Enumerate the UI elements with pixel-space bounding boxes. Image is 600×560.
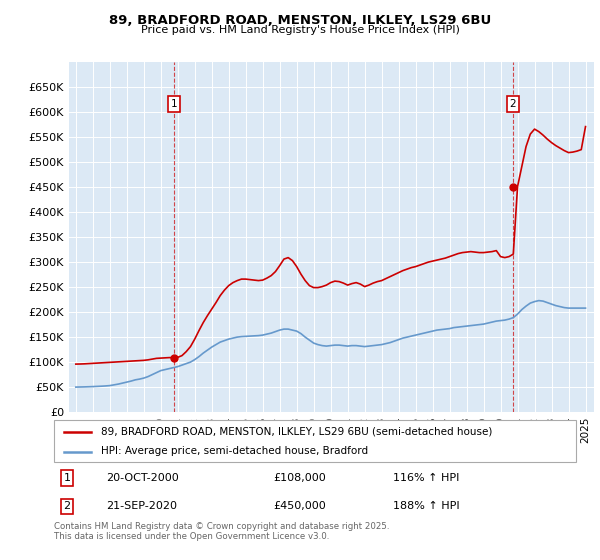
Text: 89, BRADFORD ROAD, MENSTON, ILKLEY, LS29 6BU: 89, BRADFORD ROAD, MENSTON, ILKLEY, LS29… <box>109 14 491 27</box>
Text: 188% ↑ HPI: 188% ↑ HPI <box>394 501 460 511</box>
Text: 2: 2 <box>509 99 516 109</box>
Text: 116% ↑ HPI: 116% ↑ HPI <box>394 473 460 483</box>
Text: £108,000: £108,000 <box>273 473 326 483</box>
Text: 1: 1 <box>171 99 178 109</box>
Text: Contains HM Land Registry data © Crown copyright and database right 2025.
This d: Contains HM Land Registry data © Crown c… <box>54 522 389 542</box>
Text: 21-SEP-2020: 21-SEP-2020 <box>106 501 177 511</box>
Text: 20-OCT-2000: 20-OCT-2000 <box>106 473 179 483</box>
Text: 2: 2 <box>64 501 71 511</box>
Text: 1: 1 <box>64 473 71 483</box>
Text: 89, BRADFORD ROAD, MENSTON, ILKLEY, LS29 6BU (semi-detached house): 89, BRADFORD ROAD, MENSTON, ILKLEY, LS29… <box>101 427 493 437</box>
Text: £450,000: £450,000 <box>273 501 326 511</box>
Text: HPI: Average price, semi-detached house, Bradford: HPI: Average price, semi-detached house,… <box>101 446 368 456</box>
Text: Price paid vs. HM Land Registry's House Price Index (HPI): Price paid vs. HM Land Registry's House … <box>140 25 460 35</box>
